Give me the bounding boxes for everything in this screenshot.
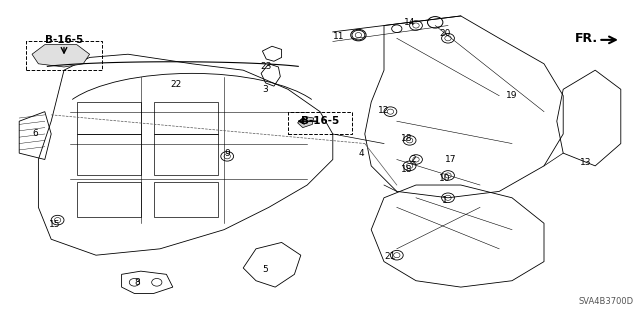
Text: 18: 18 <box>401 134 412 143</box>
Text: 14: 14 <box>404 18 415 27</box>
Text: 12: 12 <box>378 106 390 115</box>
Text: 5: 5 <box>263 265 268 274</box>
Text: 3: 3 <box>263 85 268 94</box>
Text: 9: 9 <box>225 149 230 158</box>
Bar <box>77 134 141 175</box>
Text: 2: 2 <box>410 155 415 164</box>
Text: 13: 13 <box>580 158 591 167</box>
Text: 18: 18 <box>401 165 412 174</box>
Bar <box>288 112 352 134</box>
Text: B-16-5: B-16-5 <box>301 116 339 126</box>
Text: B-16-5: B-16-5 <box>45 35 83 45</box>
Polygon shape <box>298 116 314 128</box>
Text: 23: 23 <box>260 63 271 71</box>
Text: 17: 17 <box>445 155 457 164</box>
Text: 6: 6 <box>33 130 38 138</box>
Bar <box>154 102 218 134</box>
Text: 22: 22 <box>170 80 182 89</box>
Text: 19: 19 <box>506 91 518 100</box>
Text: FR.: FR. <box>575 32 598 45</box>
Text: 21: 21 <box>385 252 396 261</box>
Bar <box>154 182 218 217</box>
Text: 20: 20 <box>439 29 451 38</box>
Text: 10: 10 <box>439 174 451 183</box>
Polygon shape <box>32 45 90 67</box>
Text: 15: 15 <box>49 220 60 229</box>
Bar <box>26 41 102 70</box>
Text: 11: 11 <box>333 32 345 41</box>
Bar <box>77 182 141 217</box>
Text: 4: 4 <box>359 149 364 158</box>
Bar <box>154 134 218 175</box>
Bar <box>77 102 141 134</box>
Text: SVA4B3700D: SVA4B3700D <box>579 297 634 306</box>
Text: 8: 8 <box>135 278 140 287</box>
Text: 1: 1 <box>442 197 447 205</box>
